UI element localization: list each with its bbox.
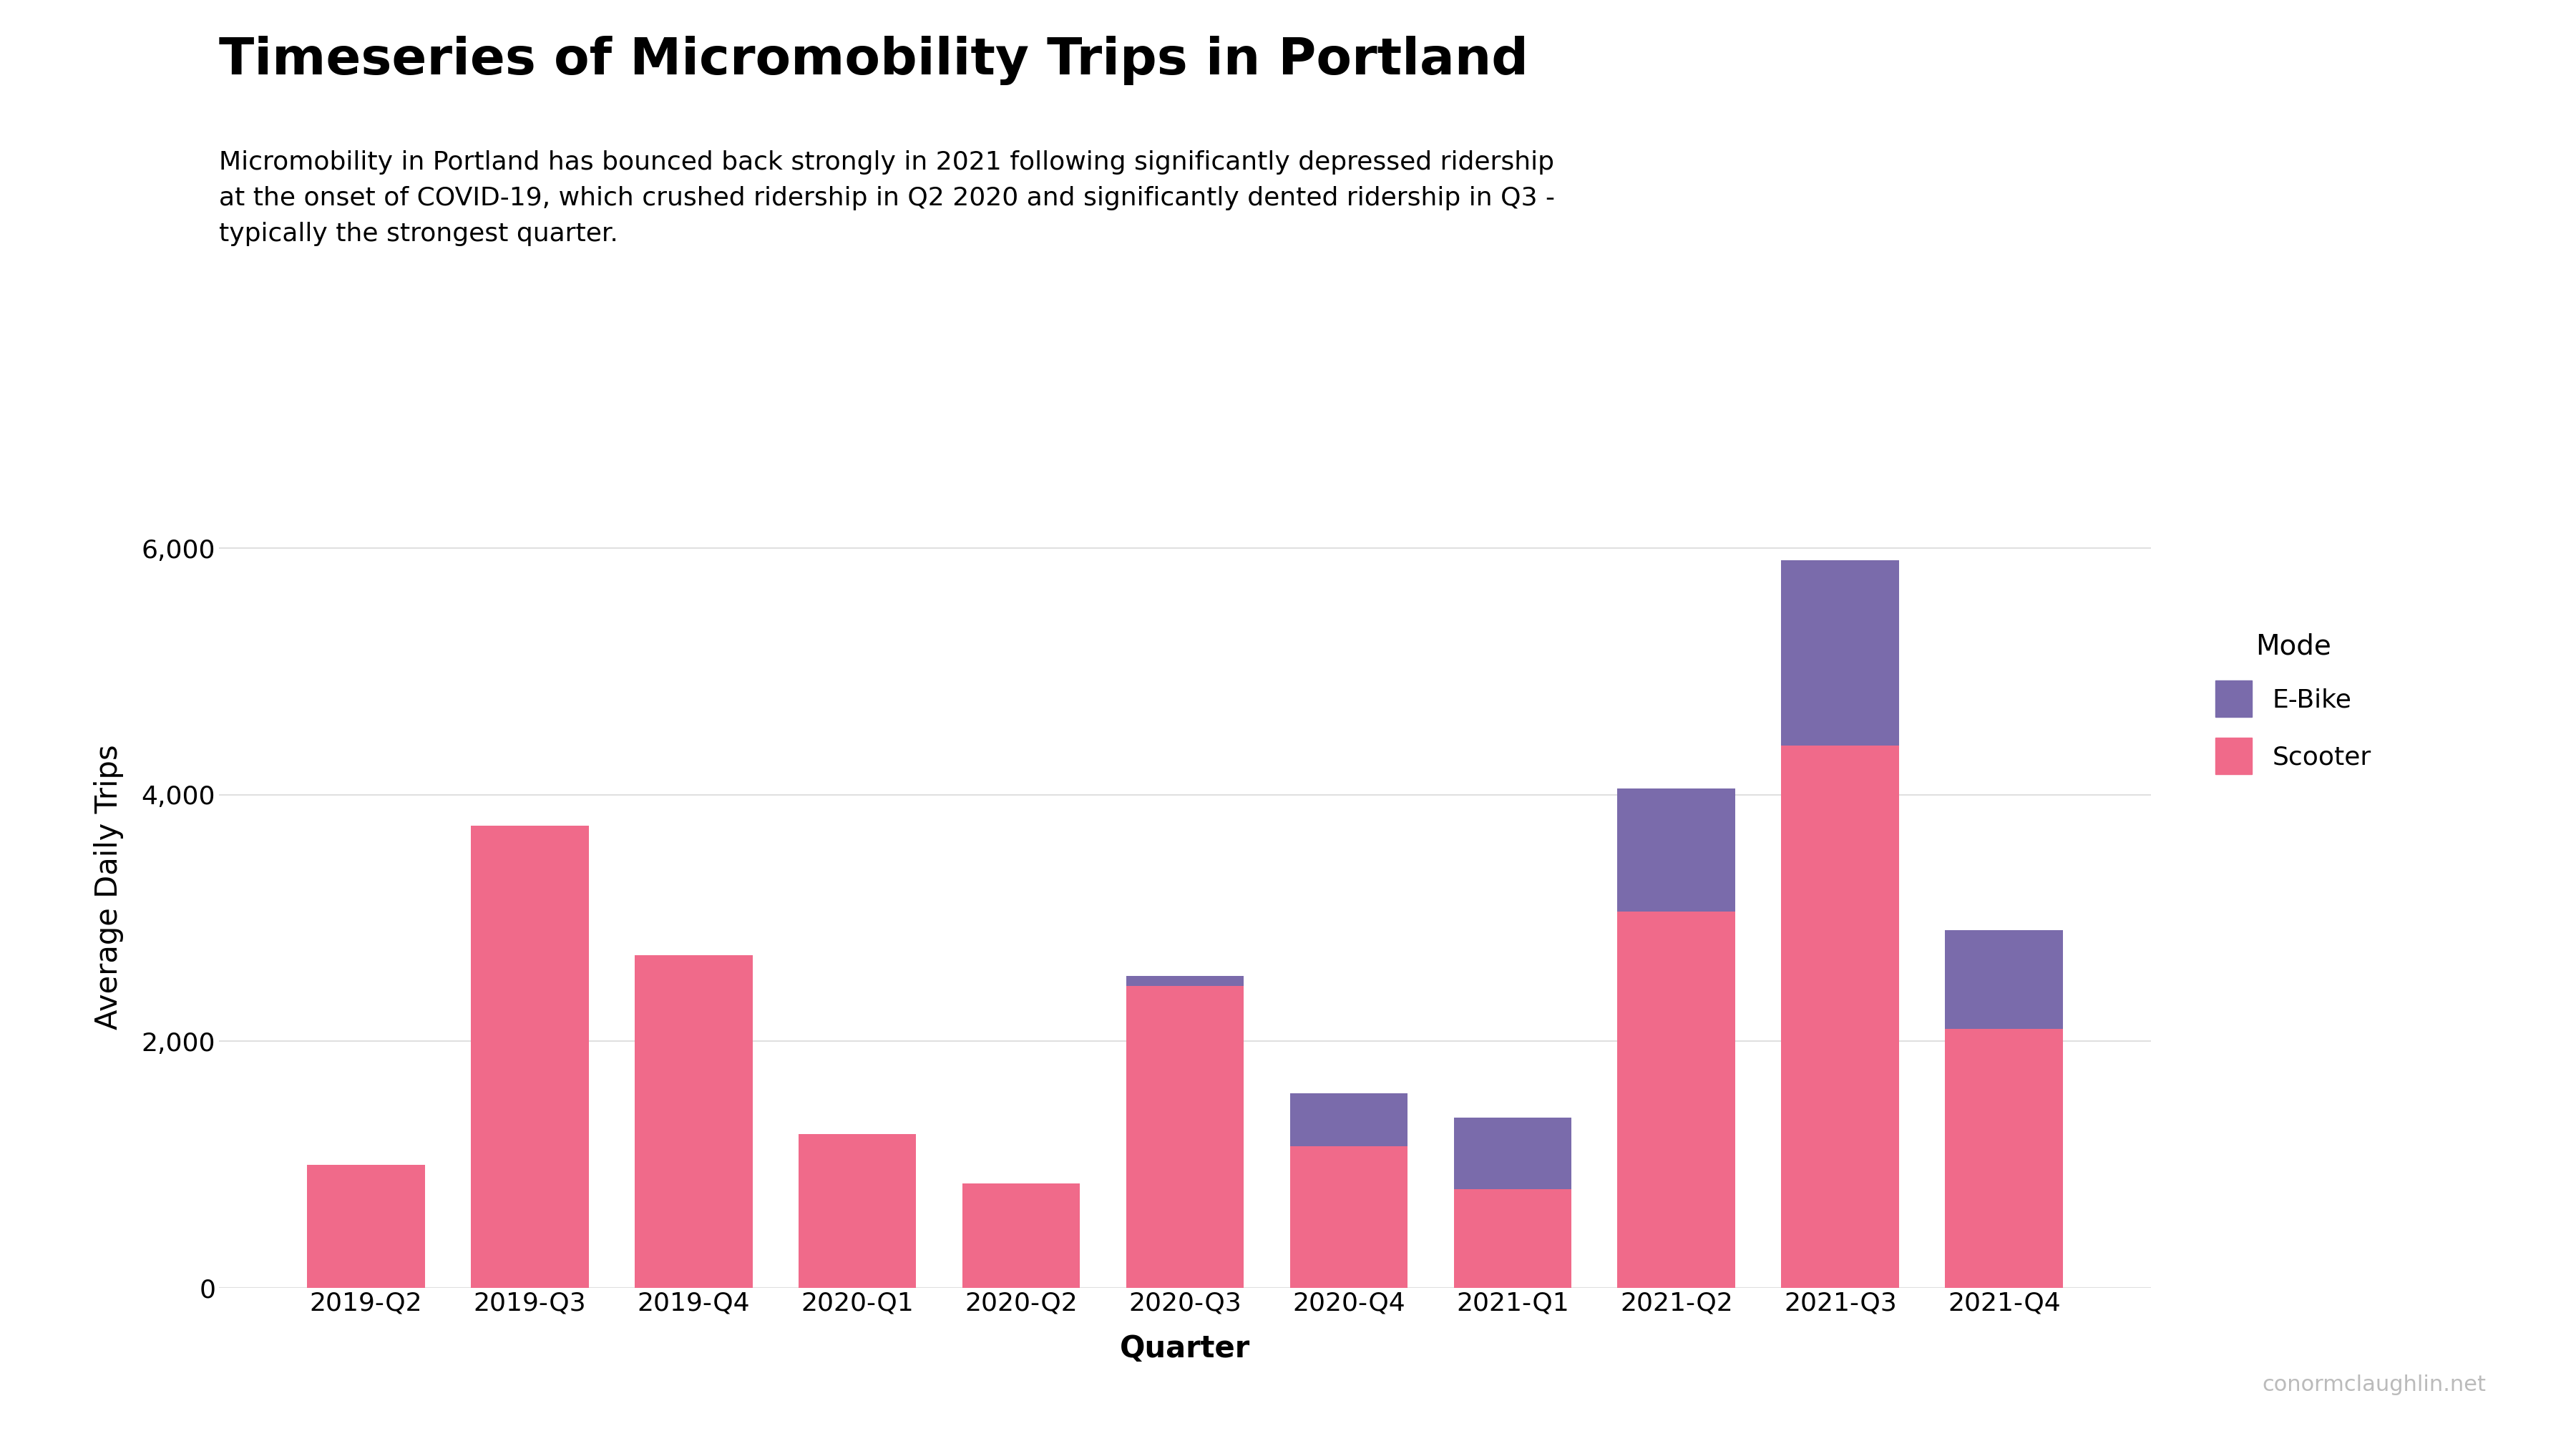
Bar xyxy=(1783,561,1899,746)
Bar xyxy=(1618,912,1736,1288)
Bar xyxy=(1945,930,2063,1029)
Bar xyxy=(1126,976,1244,986)
Text: Micromobility in Portland has bounced back strongly in 2021 following significan: Micromobility in Portland has bounced ba… xyxy=(219,150,1556,246)
Bar xyxy=(634,954,752,1288)
Bar xyxy=(471,826,587,1288)
Bar xyxy=(1783,746,1899,1288)
Text: Timeseries of Micromobility Trips in Portland: Timeseries of Micromobility Trips in Por… xyxy=(219,36,1528,86)
X-axis label: Quarter: Quarter xyxy=(1121,1334,1249,1364)
Bar xyxy=(1291,1146,1406,1288)
Y-axis label: Average Daily Trips: Average Daily Trips xyxy=(93,744,124,1030)
Bar xyxy=(1126,986,1244,1288)
Bar xyxy=(799,1133,917,1288)
Legend: E-Bike, Scooter: E-Bike, Scooter xyxy=(2202,620,2385,787)
Text: conormclaughlin.net: conormclaughlin.net xyxy=(2262,1374,2486,1395)
Bar xyxy=(1453,1118,1571,1189)
Bar xyxy=(307,1165,425,1288)
Bar xyxy=(1945,1029,2063,1288)
Bar xyxy=(1291,1093,1406,1146)
Bar xyxy=(1453,1189,1571,1288)
Bar xyxy=(963,1183,1079,1288)
Bar xyxy=(1618,788,1736,912)
